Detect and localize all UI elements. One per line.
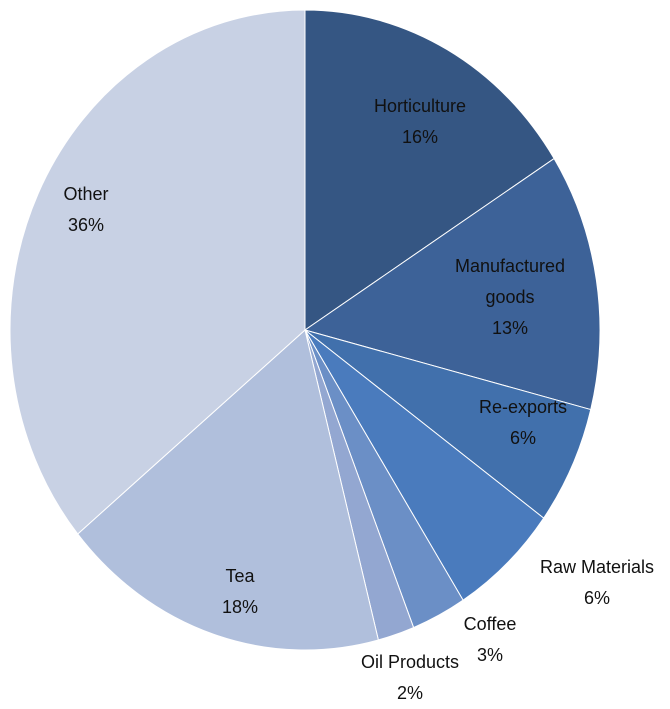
- slice-label-tea: Tea 18%: [222, 566, 258, 617]
- pie-slice-manufactured-goods: [303, 157, 601, 411]
- slice-label-re-exports: Re-exports 6%: [479, 397, 567, 448]
- pie-slices: [9, 9, 601, 651]
- slice-label-oil-products: Oil Products 2%: [361, 652, 459, 703]
- pie-slice-re-exports: [304, 329, 592, 519]
- slice-label-other: Other 36%: [63, 184, 108, 235]
- slice-label-horticulture: Horticulture 16%: [374, 96, 466, 147]
- pie-slice-other: [9, 9, 306, 535]
- pie-slice-horticulture: [304, 9, 555, 331]
- pie-labels: Horticulture 16% Manufactured goods 13% Re-ex…: [63, 96, 654, 703]
- pie-slice-raw-materials: [304, 329, 545, 601]
- slice-label-manufactured-goods: Manufactured goods 13%: [455, 256, 565, 338]
- slice-label-coffee: Coffee 3%: [464, 614, 517, 665]
- pie-slice-tea: [77, 329, 379, 651]
- slice-label-raw-materials: Raw Materials 6%: [540, 557, 654, 608]
